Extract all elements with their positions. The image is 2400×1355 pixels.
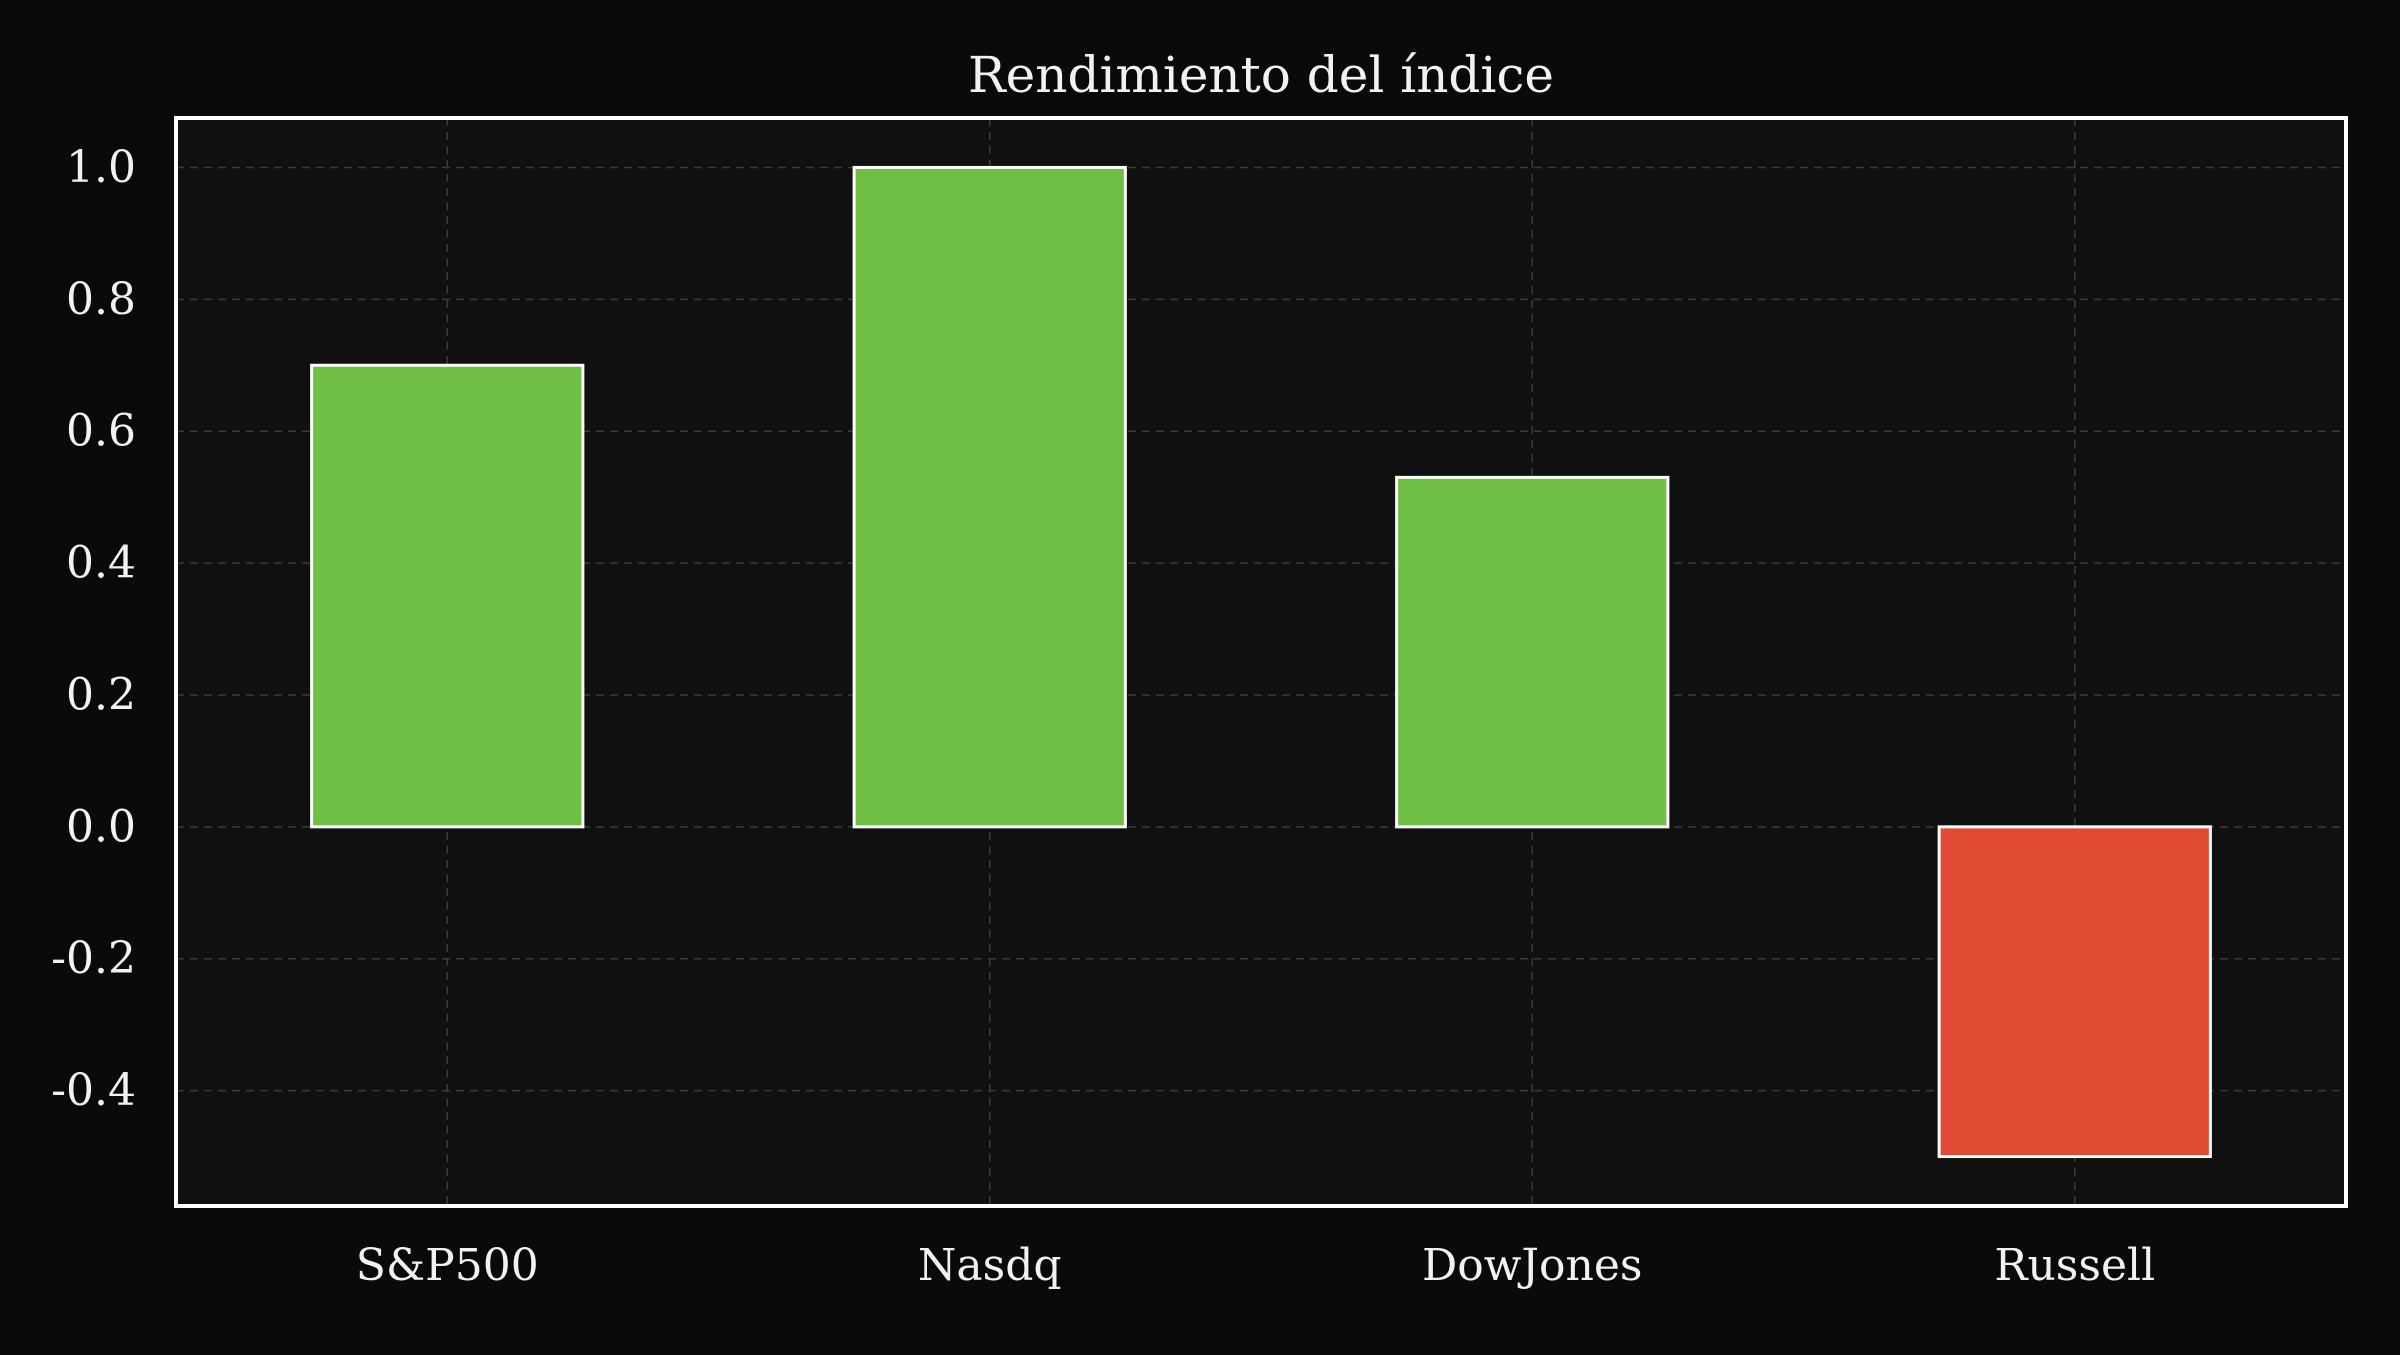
y-tick-label: 0.0 (66, 801, 136, 852)
y-tick-label: 0.2 (66, 669, 136, 720)
y-tick-label: -0.2 (51, 933, 136, 984)
bar-dowjones (1395, 475, 1670, 829)
y-tick-label: 1.0 (66, 142, 136, 193)
bar-s-p500 (310, 363, 585, 829)
y-tick-label: 0.6 (66, 406, 136, 457)
plot-frame (174, 116, 2348, 1208)
bar-nasdq (852, 165, 1127, 829)
y-axis-ticks: -0.4 -0.2 0.0 0.2 0.4 0.6 0.8 1.0 (51, 142, 136, 1116)
x-tick-label: DowJones (1422, 1240, 1643, 1291)
x-axis-ticks: S&P500 Nasdq DowJones Russell (356, 1240, 2155, 1291)
bars (310, 165, 2212, 1159)
x-tick-label: Nasdq (918, 1240, 1062, 1291)
y-tick-label: 0.4 (66, 538, 136, 589)
bar-russell (1937, 825, 2212, 1159)
chart-title: Rendimiento del índice (968, 46, 1554, 104)
x-tick-label: Russell (1994, 1240, 2155, 1291)
x-tick-label: S&P500 (356, 1240, 539, 1291)
y-tick-label: -0.4 (51, 1065, 136, 1116)
y-tick-label: 0.8 (66, 274, 136, 325)
